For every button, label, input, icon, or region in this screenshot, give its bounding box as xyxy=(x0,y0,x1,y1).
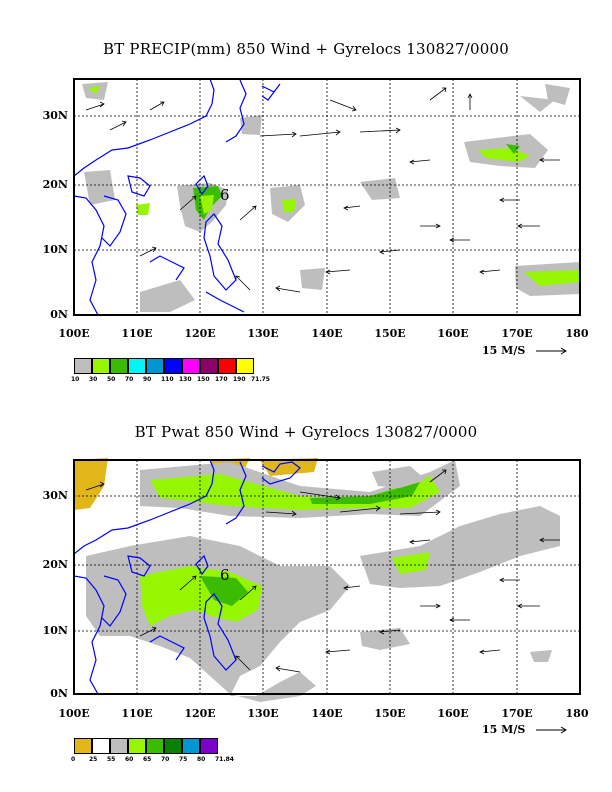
storm-marker: 6 xyxy=(220,566,230,584)
lon-label: 150E xyxy=(374,327,406,340)
colorbar-label: 70 xyxy=(161,756,170,763)
colorbar-swatch xyxy=(146,358,164,374)
colorbar-swatch xyxy=(92,358,110,374)
colorbar-label: 60 xyxy=(125,756,134,763)
colorbar-label: 170 xyxy=(215,376,228,383)
coastlines xyxy=(73,459,301,695)
lon-label: 160E xyxy=(437,707,469,720)
colorbar-label: 65 xyxy=(143,756,152,763)
colorbar-swatch xyxy=(128,738,146,754)
lon-label: 110E xyxy=(121,327,153,340)
colorbar-label: 190 xyxy=(233,376,246,383)
colorbar-label: 71.75 xyxy=(251,376,270,383)
colorbar-swatch xyxy=(182,358,200,374)
lon-label: 170E xyxy=(501,707,533,720)
colorbar-swatch xyxy=(92,738,110,754)
colorbar-label: 71.84 xyxy=(215,756,234,763)
colorbar-label: 80 xyxy=(197,756,206,763)
colorbar-label: 90 xyxy=(143,376,152,383)
vector-reference-label: 15 M/S xyxy=(482,723,526,736)
lon-label: 150E xyxy=(374,707,406,720)
lon-label: 130E xyxy=(247,327,279,340)
lon-label: 140E xyxy=(311,327,343,340)
colorbar-swatch xyxy=(110,358,128,374)
lat-label: 10N xyxy=(42,624,68,637)
lat-lon-grid xyxy=(74,460,580,694)
lon-label: 180 xyxy=(565,707,589,720)
lon-label: 170E xyxy=(501,327,533,340)
vector-reference-label: 15 M/S xyxy=(482,344,526,357)
lat-label: 20N xyxy=(42,558,68,571)
lat-lon-grid xyxy=(74,79,580,315)
pwat-shading xyxy=(74,458,560,702)
colorbar-label: 150 xyxy=(197,376,210,383)
colorbar-label: 110 xyxy=(161,376,174,383)
colorbar-label: 55 xyxy=(107,756,116,763)
colorbar-label: 50 xyxy=(107,376,116,383)
wind-vectors xyxy=(85,87,560,293)
lat-label: 0N xyxy=(50,687,68,700)
precip-panel: BT PRECIP(mm) 850 Wind + Gyrelocs 130827… xyxy=(42,40,589,383)
colorbar-label: 130 xyxy=(179,376,192,383)
lon-label: 120E xyxy=(184,707,216,720)
colorbar-label: 0 xyxy=(71,756,76,763)
colorbar-label: 70 xyxy=(125,376,134,383)
lon-label: 110E xyxy=(121,707,153,720)
colorbar-swatch xyxy=(110,738,128,754)
colorbar-swatch xyxy=(200,738,218,754)
colorbar-swatch xyxy=(146,738,164,754)
lon-label: 120E xyxy=(184,327,216,340)
colorbar-swatch xyxy=(128,358,146,374)
pwat-panel: BT Pwat 850 Wind + Gyrelocs 130827/0000 xyxy=(0,396,612,792)
lat-label: 10N xyxy=(42,243,68,256)
colorbar-swatch xyxy=(182,738,200,754)
lon-label: 100E xyxy=(58,707,90,720)
lat-label: 30N xyxy=(42,109,68,122)
lon-label: 130E xyxy=(247,707,279,720)
storm-marker: 6 xyxy=(220,186,230,204)
vector-reference-arrow xyxy=(536,726,567,734)
colorbar-swatch xyxy=(236,358,254,374)
colorbar-swatch xyxy=(218,358,236,374)
lat-label: 20N xyxy=(42,178,68,191)
lon-label: 160E xyxy=(437,327,469,340)
lat-label: 0N xyxy=(50,308,68,321)
map-plot xyxy=(73,78,581,355)
vector-reference-arrow xyxy=(536,347,567,355)
colorbar-label: 75 xyxy=(179,756,188,763)
wind-vectors xyxy=(85,469,560,673)
colorbar-swatch xyxy=(200,358,218,374)
panel-title: BT Pwat 850 Wind + Gyrelocs 130827/0000 xyxy=(134,423,478,441)
panel-title: BT PRECIP(mm) 850 Wind + Gyrelocs 130827… xyxy=(103,40,509,58)
map-plot xyxy=(73,458,581,734)
colorbar-swatch xyxy=(164,358,182,374)
colorbar-swatch xyxy=(74,738,92,754)
colorbar-label: 25 xyxy=(89,756,98,763)
colorbar-swatch xyxy=(74,358,92,374)
map-frame xyxy=(73,459,581,695)
colorbar-label: 30 xyxy=(89,376,98,383)
lat-label: 30N xyxy=(42,489,68,502)
precip-shading xyxy=(82,82,580,312)
lon-label: 100E xyxy=(58,327,90,340)
lon-label: 180 xyxy=(565,327,589,340)
lon-label: 140E xyxy=(311,707,343,720)
colorbar-label: 10 xyxy=(71,376,80,383)
map-frame xyxy=(73,78,581,316)
colorbar-swatch xyxy=(164,738,182,754)
